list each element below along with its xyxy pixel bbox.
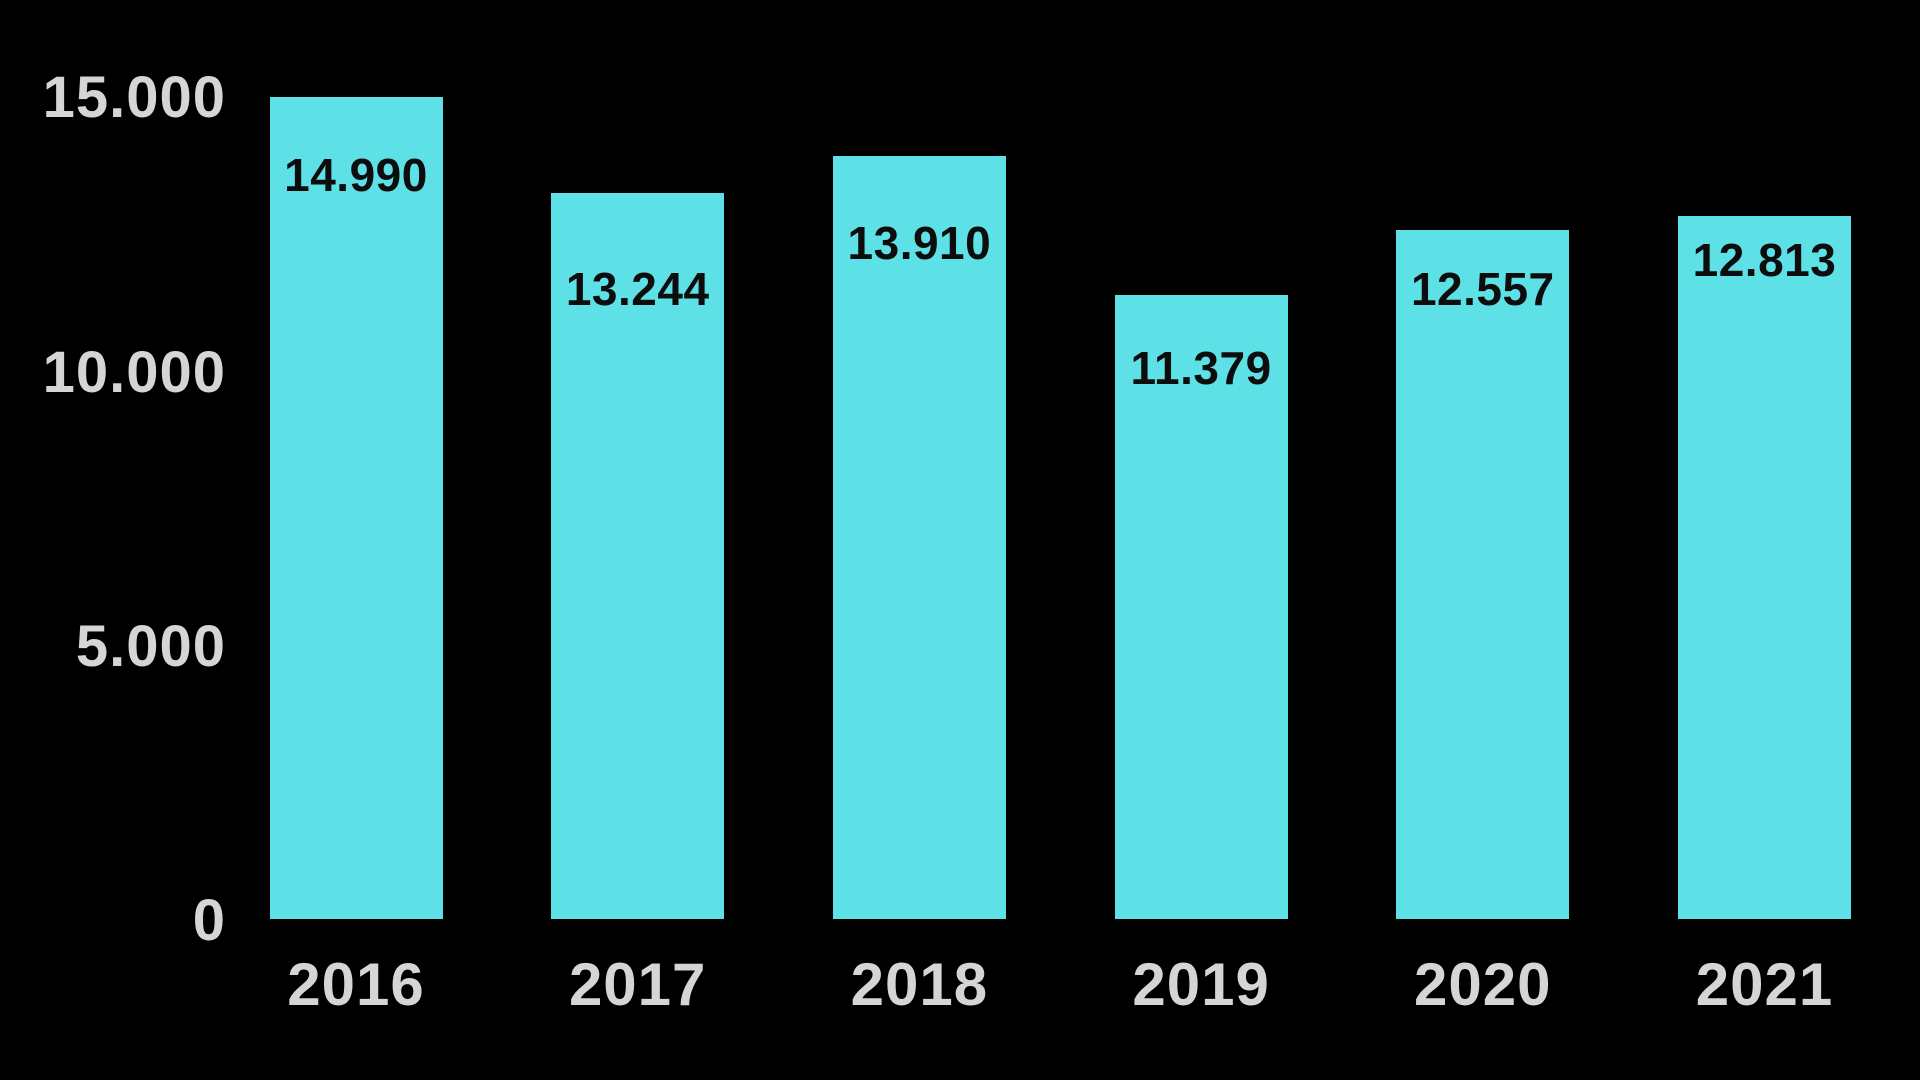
x-axis-label-2020: 2020 (1414, 951, 1552, 1018)
y-axis-tick-label: 15.000 (42, 65, 226, 131)
bar-value-label: 13.244 (565, 262, 710, 315)
bar-value-label: 12.557 (1410, 263, 1555, 316)
bar-2016 (269, 96, 443, 919)
x-axis-label-2017: 2017 (568, 951, 707, 1018)
y-axis-tick-label: 10.000 (42, 339, 226, 405)
x-axis-label-2021: 2021 (1695, 951, 1834, 1018)
bar-2017 (551, 192, 725, 919)
bar-2021 (1678, 216, 1851, 919)
x-axis-label-2016: 2016 (287, 951, 425, 1018)
y-axis-tick-label: 5.000 (75, 613, 226, 679)
bar-value-label: 13.910 (847, 217, 992, 270)
x-axis-label-2018: 2018 (850, 951, 989, 1018)
bar-2020 (1396, 230, 1570, 919)
y-axis-tick-label: 0 (192, 888, 226, 953)
bar-2018 (832, 156, 1006, 919)
x-axis-label-2019: 2019 (1132, 951, 1270, 1018)
bar-value-label: 14.990 (284, 148, 428, 201)
bar-value-label: 12.813 (1692, 234, 1837, 287)
bar-value-label: 11.379 (1130, 341, 1272, 394)
bar-2019 (1114, 294, 1288, 919)
